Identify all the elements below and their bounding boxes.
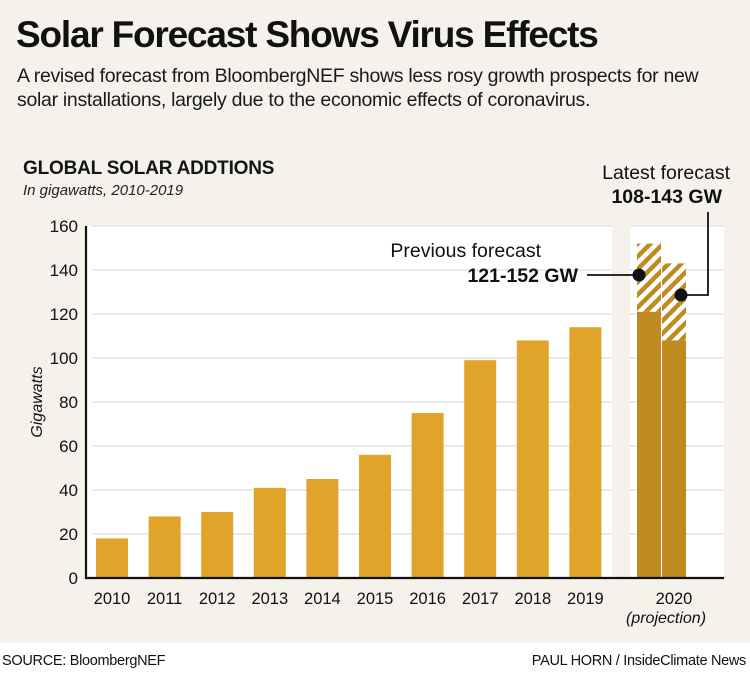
y-tick-label: 140 — [50, 261, 78, 280]
x-tick-label: 2016 — [409, 590, 446, 608]
bar-2012 — [201, 512, 234, 578]
y-tick-labels: 0 20 40 60 80 100 120 140 160 — [50, 217, 78, 588]
projection-bar-previous — [637, 311, 661, 578]
projection-bars — [637, 243, 686, 578]
x-tick-label: 2015 — [357, 590, 394, 608]
annotation-previous-dot — [632, 268, 646, 282]
x-tick-label: 2011 — [147, 590, 182, 608]
y-tick-label: 40 — [59, 481, 78, 500]
annotation-latest-label: Latest forecast — [602, 162, 730, 184]
bar-2013 — [253, 487, 286, 578]
projection-range-latest — [662, 263, 686, 341]
page-title: Solar Forecast Shows Virus Effects — [16, 14, 599, 55]
bar-2016 — [411, 413, 444, 578]
credit-note: PAUL HORN / InsideClimate News — [531, 653, 747, 669]
bar-2018 — [516, 340, 549, 578]
bars — [96, 327, 602, 578]
annotation-previous-label: Previous forecast — [390, 240, 541, 262]
y-tick-label: 120 — [50, 305, 78, 324]
y-axis-label: Gigawatts — [29, 366, 46, 437]
bar-2014 — [306, 479, 339, 578]
projection-bar-latest — [662, 340, 686, 578]
source-note: SOURCE: BloombergNEF — [2, 653, 166, 669]
x-tick-label: 2018 — [514, 590, 551, 608]
y-tick-label: 0 — [69, 569, 78, 588]
y-tick-label: 60 — [59, 437, 78, 456]
annotation-latest-dot — [674, 288, 688, 302]
x-tick-labels: 2010 2011 2012 2013 2014 2015 2016 2017 2018 2019… — [94, 590, 706, 627]
x-tick-label: 2012 — [199, 590, 236, 608]
y-tick-label: 20 — [59, 525, 78, 544]
chart-subtitle: In gigawatts, 2010-2019 — [23, 182, 184, 199]
y-tick-label: 100 — [50, 349, 78, 368]
x-tick-label: 2014 — [304, 590, 341, 608]
x-tick-label: 2020 — [656, 590, 693, 608]
page-subtitle: A revised forecast from BloombergNEF sho… — [17, 65, 699, 111]
annotations: Previous forecast 121-152 GW Latest foreca… — [390, 162, 731, 302]
bar-2011 — [148, 516, 181, 578]
chart-title: GLOBAL SOLAR ADDTIONS — [23, 158, 275, 179]
bar-2010 — [96, 538, 128, 578]
bar-2019 — [569, 327, 602, 578]
x-tick-label: 2013 — [251, 590, 288, 608]
annotation-latest-value: 108-143 GW — [611, 186, 722, 208]
annotation-latest-leader — [681, 212, 709, 296]
annotation-previous-value: 121-152 GW — [467, 265, 578, 287]
y-tick-label: 160 — [50, 217, 78, 236]
x-tick-label: 2017 — [462, 590, 499, 608]
x-tick-label: 2019 — [567, 590, 604, 608]
x-tick-note: (projection) — [626, 610, 706, 627]
bar-2015 — [359, 454, 391, 578]
x-tick-label: 2010 — [94, 590, 131, 608]
bar-2017 — [464, 360, 497, 578]
y-tick-label: 80 — [59, 393, 78, 412]
